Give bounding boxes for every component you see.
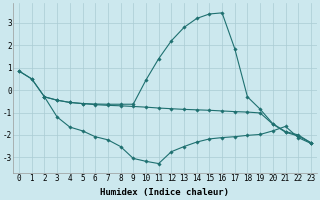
X-axis label: Humidex (Indice chaleur): Humidex (Indice chaleur) bbox=[100, 188, 229, 197]
